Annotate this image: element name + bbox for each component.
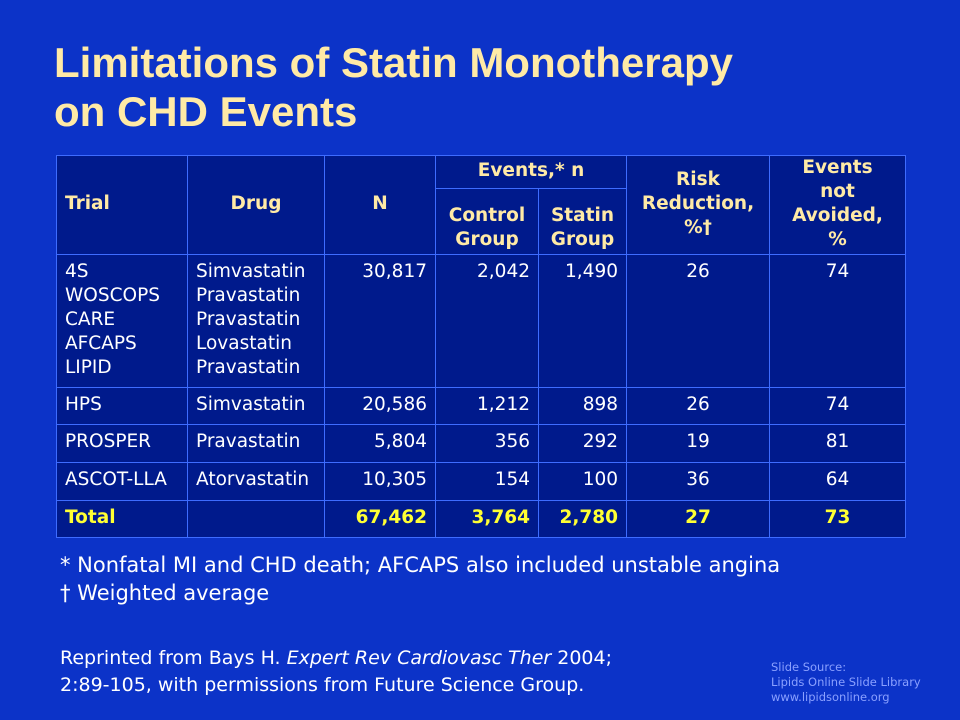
citation-line-1: Reprinted from Bays H. Expert Rev Cardio… [60, 647, 613, 669]
title-line-2: on CHD Events [54, 88, 358, 135]
header-row-top: Trial Drug N Events,* n Risk Reduction, … [56, 154, 906, 255]
not-avoided-cell: 81 [769, 424, 906, 463]
control-cell: 356 [435, 424, 539, 463]
control-cell: 1,212 [435, 387, 539, 425]
drug-cell: Simvastatin [187, 387, 325, 425]
statin-cell: 898 [538, 387, 627, 425]
table-row: PROSPER Pravastatin 5,804 356 292 19 81 [56, 424, 906, 463]
n-cell: 5,804 [324, 424, 436, 463]
title-line-1: Limitations of Statin Monotherapy [54, 39, 733, 86]
footnotes: * Nonfatal MI and CHD death; AFCAPS also… [60, 551, 780, 607]
statin-cell: 100 [538, 462, 627, 501]
header-events-not-avoided: Events not Avoided, % [769, 155, 906, 255]
risk-reduction-cell: 26 [626, 387, 770, 425]
reprint-citation: Reprinted from Bays H. Expert Rev Cardio… [60, 645, 612, 699]
header-control-group: Control Group [435, 188, 539, 255]
header-row-bottom: Control Group Statin Group [57, 188, 906, 255]
citation-line-2: 2:89-105, with permissions from Future S… [60, 674, 585, 696]
n-cell: 20,586 [324, 387, 436, 425]
trial-cell: PROSPER [56, 424, 188, 463]
header-risk-reduction: Risk Reduction, %† [626, 155, 770, 255]
footnote-asterisk: * Nonfatal MI and CHD death; AFCAPS also… [60, 553, 781, 577]
slide-source: Slide Source: Lipids Online Slide Librar… [771, 660, 921, 704]
control-cell: 154 [435, 462, 539, 501]
risk-reduction-cell: 26 [626, 254, 770, 388]
slide-title: Limitations of Statin Monotherapy on CHD… [54, 38, 934, 136]
footnote-dagger: † Weighted average [60, 581, 270, 605]
not-avoided-cell: 64 [769, 462, 906, 501]
not-avoided-cell: 74 [769, 387, 906, 425]
drug-cell: Atorvastatin [187, 462, 325, 501]
risk-reduction-cell: 19 [626, 424, 770, 463]
table-row: 4S WOSCOPS CARE AFCAPS LIPID Simvastatin… [56, 254, 906, 388]
drug-cell: Pravastatin [187, 424, 325, 463]
header-drug: Drug [187, 155, 325, 255]
not-avoided-cell: 74 [769, 254, 906, 388]
control-cell: 2,042 [435, 254, 539, 388]
trial-cell: ASCOT-LLA [56, 462, 188, 501]
total-n: 67,462 [324, 500, 436, 538]
drug-cell: Simvastatin Pravastatin Pravastatin Lova… [187, 254, 325, 388]
n-cell: 30,817 [324, 254, 436, 388]
total-label: Total [56, 500, 188, 538]
n-cell: 10,305 [324, 462, 436, 501]
journal-name: Expert Rev Cardiovasc Ther [286, 647, 552, 669]
total-control: 3,764 [435, 500, 539, 538]
total-not-avoided: 73 [769, 500, 906, 538]
risk-reduction-cell: 36 [626, 462, 770, 501]
header-events: Events,* n [435, 154, 627, 190]
header-statin-group: Statin Group [538, 188, 627, 255]
header-trial: Trial [56, 155, 188, 255]
header-n: N [324, 155, 436, 255]
table-row: ASCOT-LLA Atorvastatin 10,305 154 100 36… [56, 462, 906, 501]
statin-trials-table: Trial Drug N Events,* n Risk Reduction, … [56, 154, 906, 538]
statin-cell: 292 [538, 424, 627, 463]
trial-cell: 4S WOSCOPS CARE AFCAPS LIPID [56, 254, 188, 388]
trial-cell: HPS [56, 387, 188, 425]
total-row: Total 67,462 3,764 2,780 27 73 [56, 500, 906, 538]
total-drug-empty [187, 500, 325, 538]
total-statin: 2,780 [538, 500, 627, 538]
statin-cell: 1,490 [538, 254, 627, 388]
total-risk-reduction: 27 [626, 500, 770, 538]
table-row: HPS Simvastatin 20,586 1,212 898 26 74 [56, 387, 906, 425]
